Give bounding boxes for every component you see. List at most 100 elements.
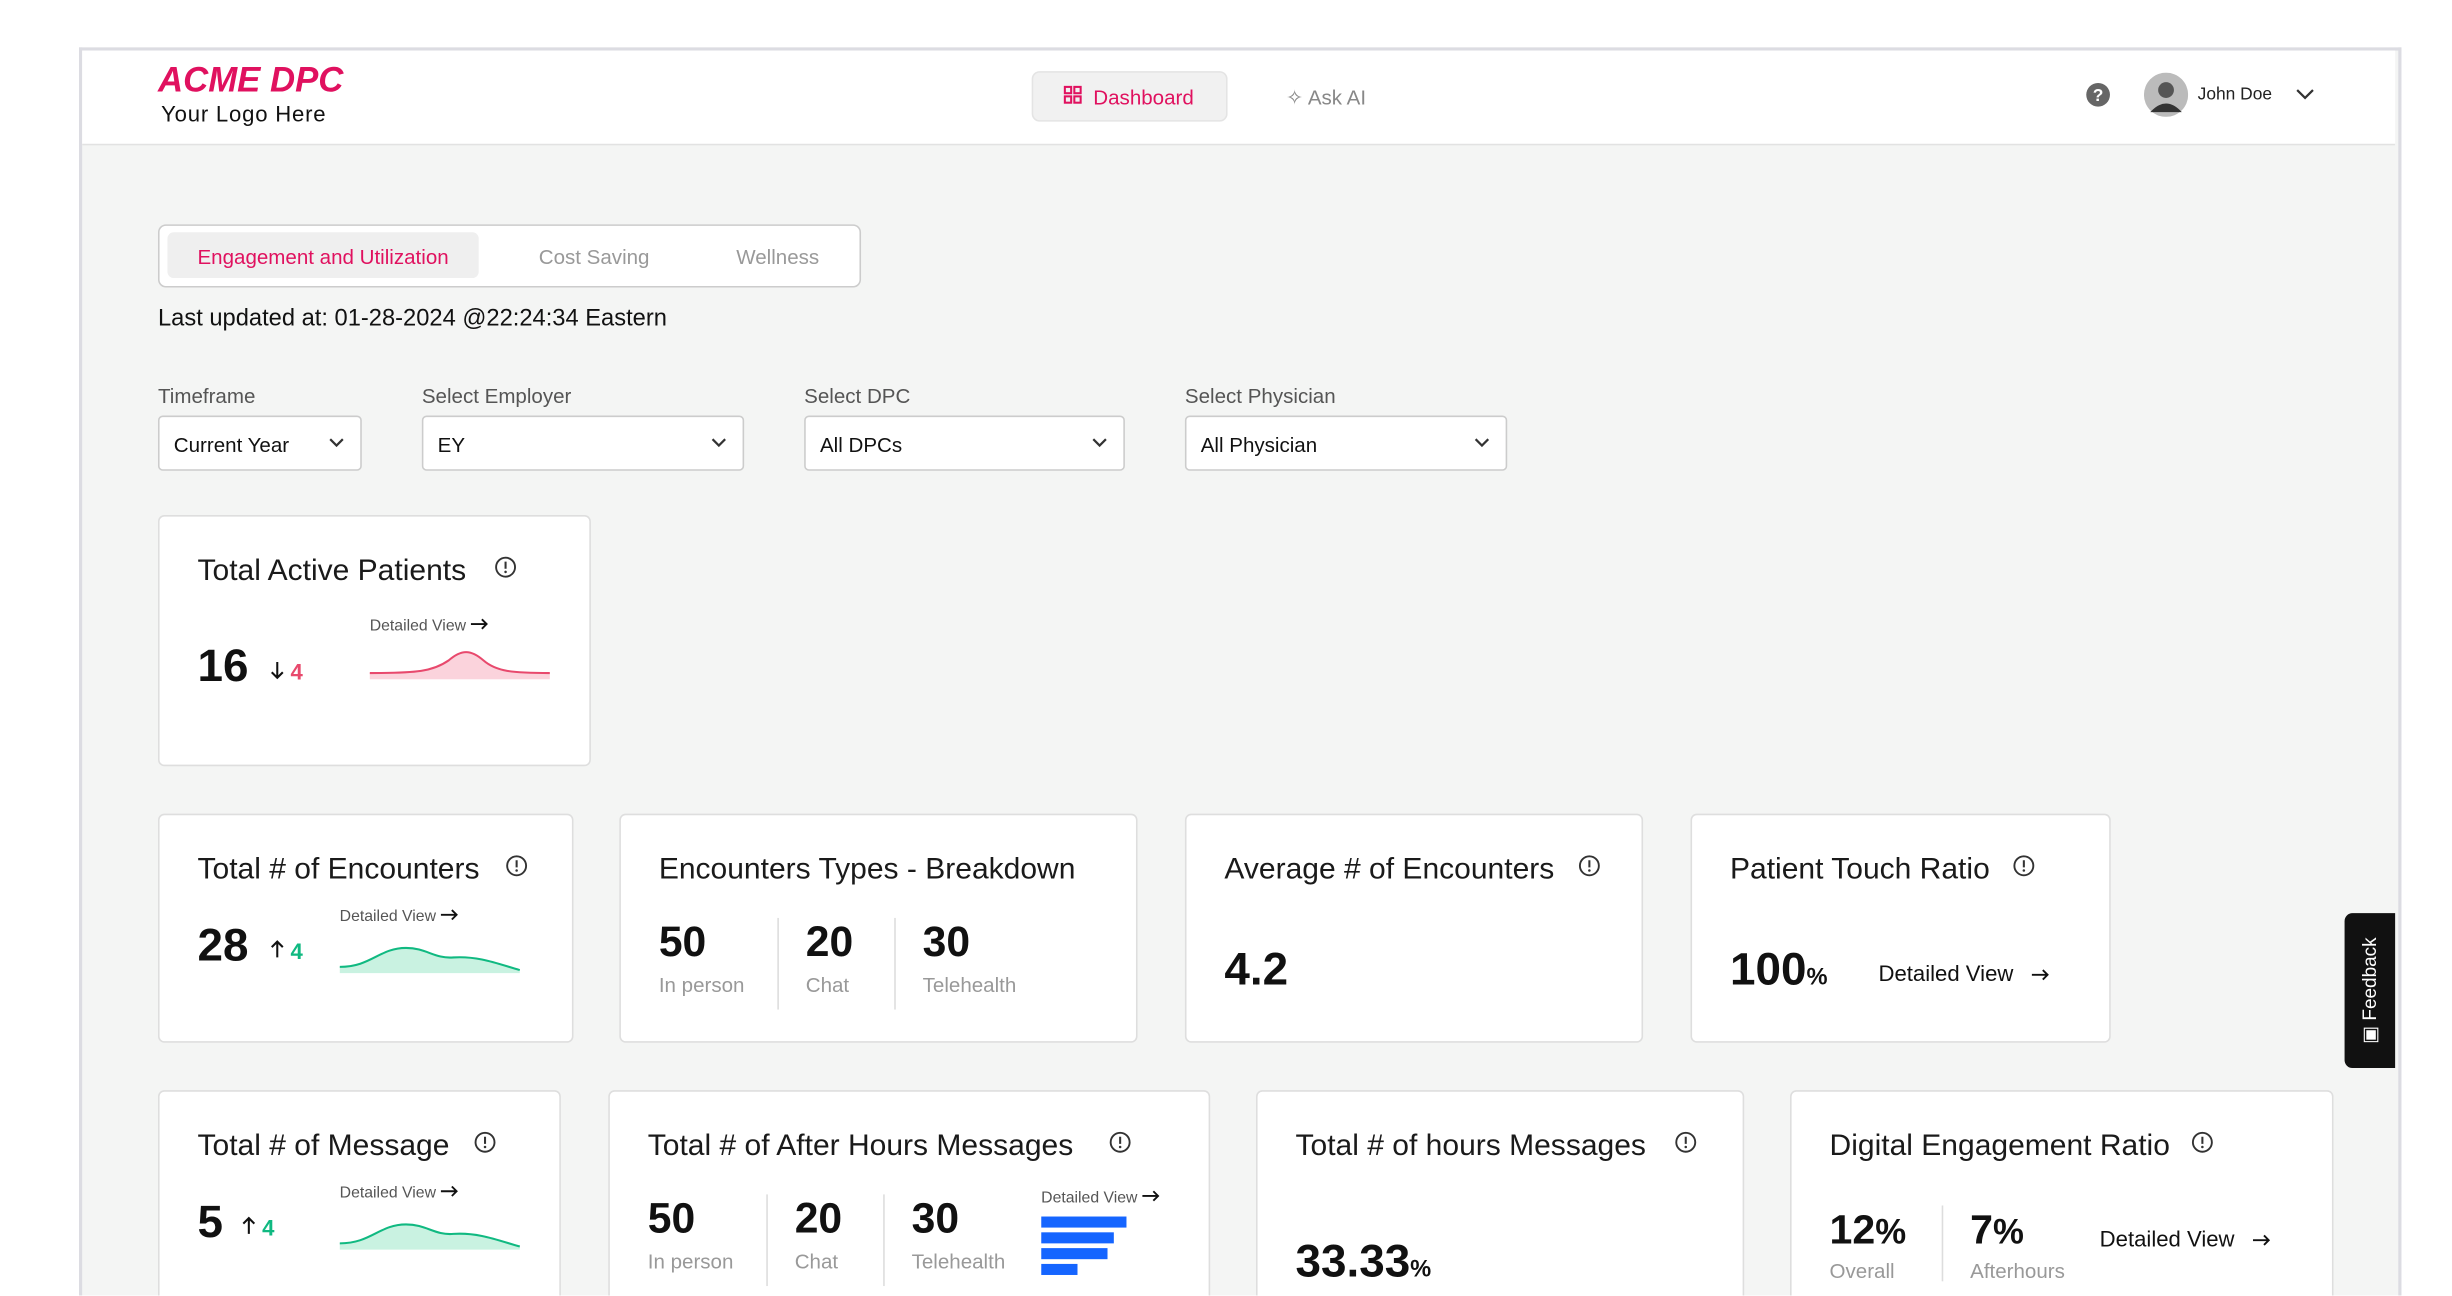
- card: [157, 515, 591, 767]
- change: 4: [270, 659, 303, 684]
- value: 100: [1729, 944, 1807, 996]
- chevron: [1474, 438, 1490, 448]
- arrow-up: [242, 1216, 256, 1234]
- info-icon[interactable]: [1109, 1131, 1131, 1153]
- item-value: 30: [923, 918, 970, 967]
- detail-link[interactable]: Detailed View: [339, 908, 460, 926]
- detail-link[interactable]: Detailed View: [2100, 1226, 2272, 1251]
- change-value: 4: [290, 938, 303, 964]
- value: 5: [197, 1197, 223, 1249]
- feedback-text: Feedback: [2358, 937, 2381, 1021]
- value: 30: [922, 917, 971, 966]
- filter-select[interactable]: All Physician: [1184, 415, 1508, 471]
- filter-value: All DPCs: [819, 432, 903, 457]
- card-title: Encounters Types - Breakdown: [658, 853, 1076, 887]
- info-wrap: [1675, 1131, 1697, 1153]
- arrow-right: [440, 909, 458, 921]
- chevron: [329, 438, 344, 448]
- tab-active-bg: [167, 232, 479, 279]
- card-title: Total # of Encounters: [197, 853, 480, 887]
- help-icon[interactable]: ?: [2085, 82, 2110, 107]
- divider: [766, 1194, 768, 1287]
- card: [608, 1090, 1211, 1296]
- value: 30: [911, 1194, 960, 1242]
- last-updated: Last updated at: 01-28-2024 @22:24:34 Ea…: [157, 304, 667, 332]
- arrow-right: [470, 618, 488, 630]
- filter-value: All Physician: [1200, 432, 1318, 457]
- item-value: 20: [795, 1194, 842, 1243]
- tab[interactable]: Cost Saving: [538, 244, 650, 269]
- item-label: Telehealth: [911, 1249, 1006, 1274]
- value: 20: [794, 1194, 843, 1242]
- nav-item[interactable]: Dashboard: [1093, 85, 1194, 110]
- filter-select[interactable]: EY: [421, 415, 745, 471]
- info-icon[interactable]: [495, 556, 517, 578]
- svg-text:?: ?: [2093, 85, 2104, 105]
- sparkline: [369, 641, 552, 687]
- nav-item[interactable]: ✧ Ask AI: [1286, 85, 1367, 110]
- divider: [1941, 1205, 1944, 1282]
- info-icon[interactable]: [1578, 855, 1600, 877]
- info-icon[interactable]: [474, 1131, 496, 1153]
- link-text: Detailed View: [339, 908, 437, 926]
- info-wrap: [495, 556, 517, 578]
- item-value: 50: [648, 1194, 695, 1243]
- avatar[interactable]: [2143, 72, 2189, 117]
- item-label: In person: [658, 973, 745, 997]
- filter-select[interactable]: Current Year: [157, 415, 362, 471]
- link-text: Detailed View: [2099, 1226, 2235, 1252]
- item-value: 12%: [1830, 1205, 1907, 1254]
- value: 7: [1970, 1205, 1993, 1253]
- filter-select[interactable]: All DPCs: [804, 415, 1125, 471]
- info-icon[interactable]: [2191, 1131, 2213, 1153]
- detail-link[interactable]: Detailed View: [1879, 961, 2051, 986]
- tab[interactable]: Engagement and Utilization: [197, 244, 449, 269]
- dashboard-icon: [1063, 85, 1082, 104]
- nav-label: Ask AI: [1307, 85, 1367, 110]
- item-value: 20: [806, 918, 853, 967]
- arrow-down: [271, 661, 284, 680]
- info-wrap: [474, 1131, 496, 1153]
- tab[interactable]: Wellness: [736, 244, 820, 269]
- sparkline: [339, 932, 522, 981]
- link-text: Detailed View: [1878, 960, 2014, 986]
- link-text: Detailed View: [1041, 1189, 1138, 1208]
- card: [1184, 813, 1644, 1043]
- feedback-label: ▣ Feedback: [2358, 937, 2381, 1044]
- card-value: 5: [197, 1198, 223, 1250]
- sparkline: [339, 946, 521, 974]
- logo-title: ACME DPC: [157, 60, 344, 100]
- info-icon[interactable]: [2013, 855, 2035, 877]
- detail-link[interactable]: Detailed View: [370, 618, 490, 635]
- item-label: In person: [647, 1249, 734, 1274]
- card-value: 33.33%: [1296, 1237, 1432, 1289]
- header: [82, 50, 2396, 146]
- user-name[interactable]: John Doe: [2197, 85, 2273, 105]
- card: [157, 813, 574, 1043]
- info-icon[interactable]: [506, 855, 528, 877]
- item-value: 50: [659, 918, 706, 967]
- card-title: Average # of Encounters: [1224, 853, 1555, 887]
- detail-link[interactable]: Detailed View: [340, 1185, 460, 1202]
- info-wrap: [1578, 855, 1600, 877]
- feedback-tab[interactable]: [2344, 913, 2396, 1069]
- card: [157, 1090, 561, 1296]
- arrow-up: [271, 940, 284, 958]
- item-label: Overall: [1829, 1259, 1895, 1283]
- value: 12: [1829, 1205, 1876, 1253]
- filter-value: Current Year: [173, 432, 290, 457]
- card-title: Total # of Message: [197, 1129, 450, 1163]
- change-value: 4: [290, 658, 303, 685]
- item-label: Afterhours: [1970, 1259, 2065, 1283]
- arrow-right: [440, 1185, 458, 1197]
- item-value: 30: [912, 1194, 959, 1243]
- divider: [883, 1194, 885, 1287]
- sparkline: [339, 1209, 522, 1258]
- card: [619, 813, 1138, 1043]
- info-wrap: [506, 855, 528, 877]
- detail-link[interactable]: Detailed View: [1041, 1190, 1161, 1207]
- mini-bars: [1041, 1216, 1136, 1285]
- info-icon[interactable]: [1675, 1131, 1697, 1153]
- chevron: [2296, 89, 2314, 100]
